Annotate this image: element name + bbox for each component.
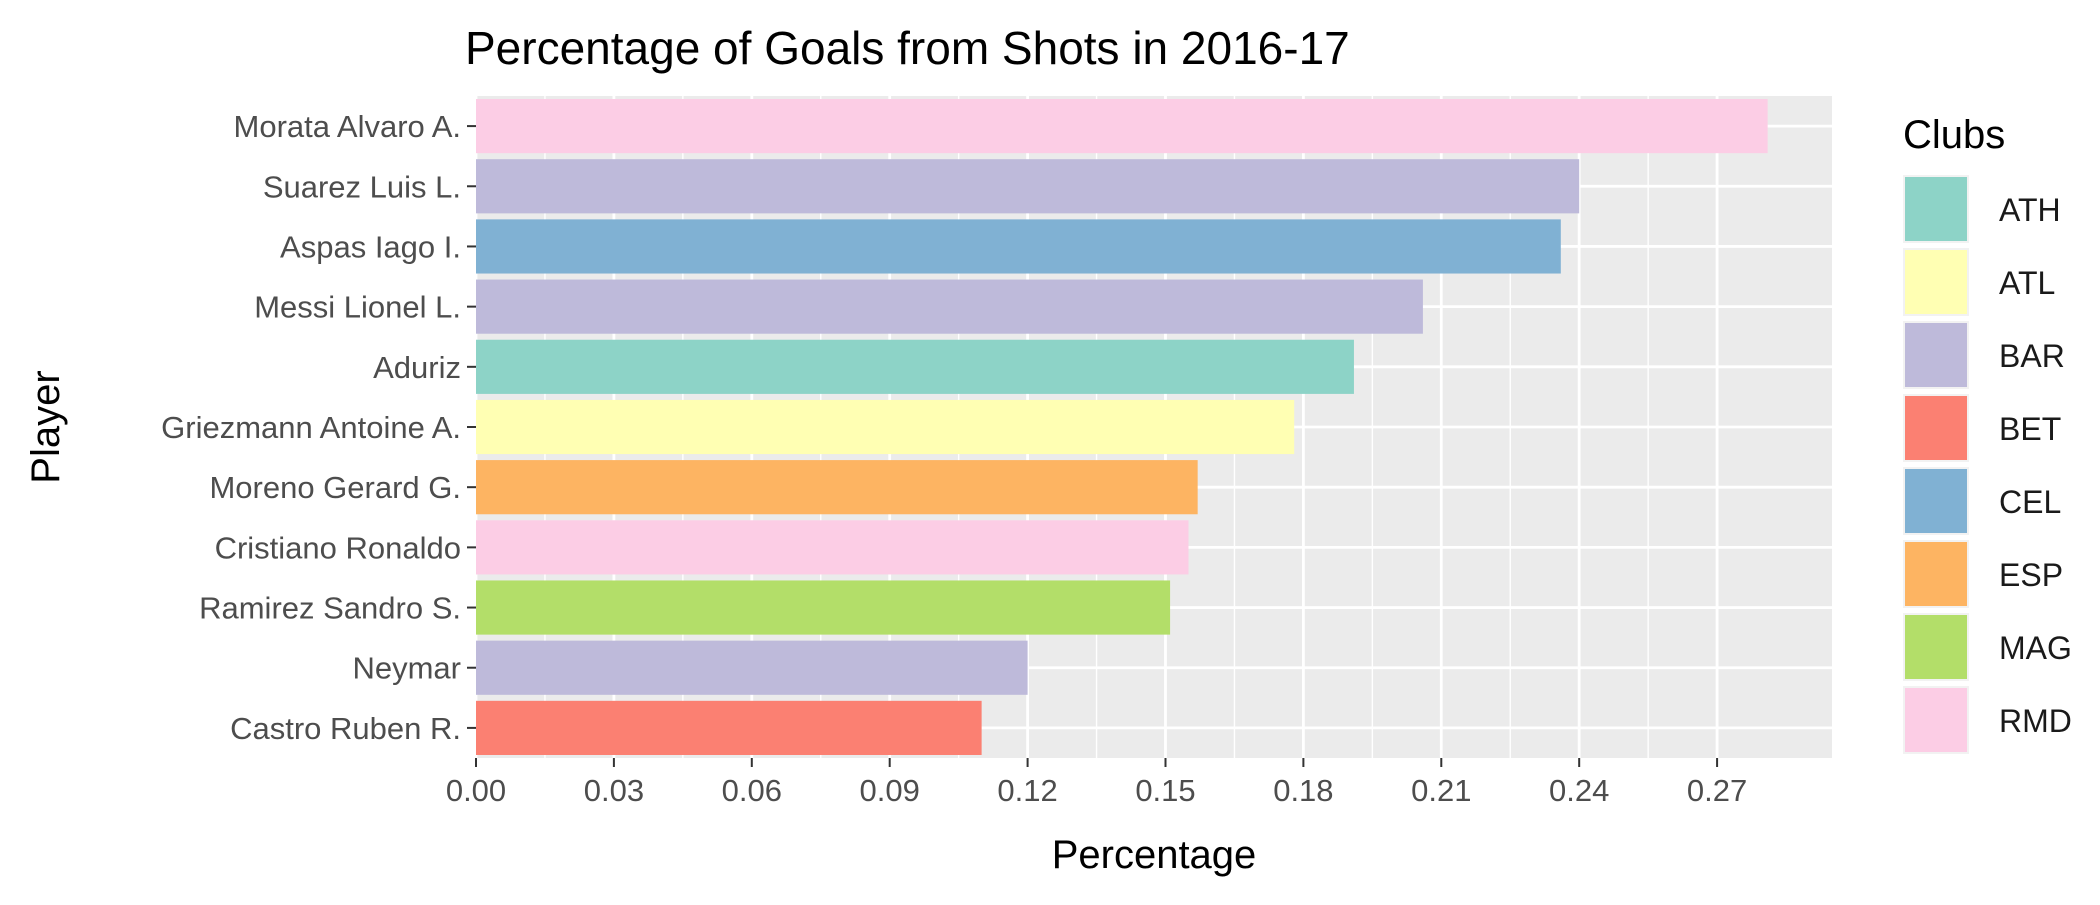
bar: [476, 399, 1295, 455]
legend-title: Clubs: [1903, 113, 2005, 157]
y-tick-label: Aduriz: [373, 350, 461, 385]
legend-swatch: [1905, 323, 1967, 387]
bar: [476, 460, 1198, 515]
x-tick-label: 0.03: [584, 773, 644, 808]
y-tick-label: Neymar: [352, 651, 461, 686]
legend-label: ATH: [1999, 192, 2061, 228]
x-axis: 0.00 0.03 0.06 0.09 0.12 0.15 0.18 0.21 0.24 0.27: [446, 758, 1747, 808]
legend-label: ESP: [1999, 557, 2063, 593]
y-axis: Morata Alvaro A. Suarez Luis L. Aspas Iago…: [161, 109, 476, 746]
bar: [476, 279, 1423, 334]
bar: [476, 700, 982, 755]
bar: [476, 640, 1028, 695]
legend-swatch: [1905, 177, 1967, 241]
legend-items: ATH ATL BAR BET CEL ESP MAG RMD: [1903, 175, 2072, 754]
legend-swatch: [1905, 396, 1967, 460]
legend-swatch: [1905, 469, 1967, 533]
bar: [476, 219, 1561, 274]
x-tick-label: 0.12: [997, 773, 1057, 808]
legend-swatch: [1905, 615, 1967, 679]
chart-title: Percentage of Goals from Shots in 2016-1…: [465, 22, 1350, 74]
legend: Clubs ATH ATL BAR BET CEL ESP MAG RMD: [1903, 113, 2072, 754]
y-tick-label: Ramirez Sandro S.: [199, 591, 461, 626]
bar: [476, 520, 1189, 575]
legend-label: CEL: [1999, 484, 2061, 520]
bars-group: [476, 99, 1768, 755]
bar: [476, 339, 1354, 394]
bar: [476, 159, 1580, 214]
y-tick-label: Morata Alvaro A.: [234, 109, 461, 144]
y-tick-label: Cristiano Ronaldo: [215, 530, 461, 565]
legend-label: BET: [1999, 411, 2061, 447]
legend-label: ATL: [1999, 265, 2055, 301]
x-tick-label: 0.00: [446, 773, 506, 808]
x-tick-label: 0.18: [1273, 773, 1333, 808]
legend-swatch: [1905, 542, 1967, 606]
y-tick-label: Griezmann Antoine A.: [161, 410, 461, 445]
y-tick-label: Messi Lionel L.: [254, 290, 461, 325]
bar: [476, 99, 1768, 154]
x-tick-label: 0.15: [1135, 773, 1195, 808]
x-tick-label: 0.09: [860, 773, 920, 808]
y-tick-label: Castro Ruben R.: [230, 711, 461, 746]
x-tick-label: 0.21: [1411, 773, 1471, 808]
x-axis-title: Percentage: [1052, 833, 1257, 877]
y-tick-label: Suarez Luis L.: [263, 169, 461, 204]
bar: [476, 580, 1171, 635]
legend-label: MAG: [1999, 630, 2072, 666]
legend-swatch: [1905, 688, 1967, 752]
x-tick-label: 0.27: [1687, 773, 1747, 808]
legend-label: BAR: [1999, 338, 2065, 374]
x-tick-label: 0.24: [1549, 773, 1609, 808]
y-axis-title: Player: [24, 370, 68, 483]
y-tick-label: Aspas Iago I.: [280, 229, 461, 264]
legend-swatch: [1905, 250, 1967, 314]
x-tick-label: 0.06: [722, 773, 782, 808]
legend-label: RMD: [1999, 703, 2072, 739]
y-tick-label: Moreno Gerard G.: [209, 470, 461, 505]
